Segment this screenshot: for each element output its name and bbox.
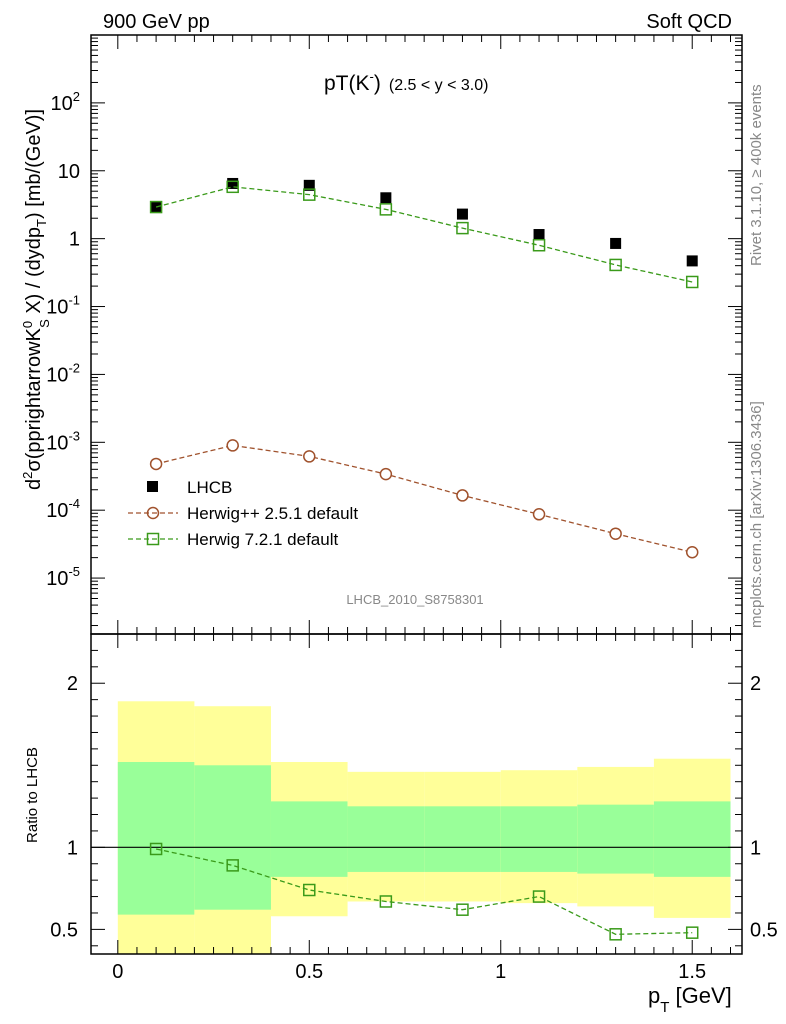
data-point-herwig7	[226, 180, 239, 194]
ratio-band-inner	[347, 806, 425, 872]
main-series-layer	[149, 177, 699, 559]
data-point-herwig7	[532, 238, 546, 252]
ratio-y-tick-label-left: 1	[67, 837, 78, 859]
x-axis-label: pT [GeV]	[648, 983, 732, 1016]
data-point-herwig7	[609, 258, 622, 272]
legend-marker-lhcb	[147, 481, 158, 492]
ratio-band-inner	[577, 804, 654, 874]
ratio-panel: 0.5 0.5 1 1 2 2 0 0.5 1 1.5 Ratio to LHCB pT [Ge…	[24, 633, 778, 1016]
main-y-tick-label: 10-2	[46, 360, 80, 386]
data-point-lhcb	[686, 255, 698, 267]
main-y-tick-label: 10	[58, 161, 80, 183]
main-panel: 10-5 10-4 10-3 10-2 10-1 1 10 102 pT(K-) (2.5 < …	[20, 34, 743, 635]
ratio-y-tick-labels: 0.5 0.5 1 1 2 2	[50, 673, 778, 941]
x-tick-label: 0.5	[295, 961, 323, 983]
ratio-plot-frame	[90, 633, 743, 955]
ratio-point-herwig7	[685, 926, 699, 939]
main-series-line	[155, 444, 693, 553]
ratio-y-tick-label-right: 1	[750, 837, 761, 859]
main-series-line	[155, 186, 693, 283]
data-point-herwigpp	[609, 527, 622, 540]
mcplots-label: mcplots.cern.ch [arXiv:1306.3436]	[748, 401, 765, 628]
main-axis-ticks	[91, 35, 742, 634]
data-point-herwigpp	[303, 450, 316, 463]
data-point-herwig7	[379, 203, 393, 216]
main-y-tick-label: 10-3	[46, 428, 80, 454]
main-y-tick-label: 10-5	[46, 564, 80, 590]
data-point-herwigpp	[379, 467, 393, 481]
x-tick-label: 0	[112, 961, 123, 983]
ratio-point-herwig7	[226, 859, 239, 872]
data-point-lhcb	[456, 208, 468, 220]
ratio-point-herwig7	[532, 890, 546, 903]
x-tick-label: 1.5	[678, 961, 706, 983]
main-y-tick-label: 102	[51, 89, 80, 115]
main-plot-title: pT(K-) (2.5 < y < 3.0)	[324, 69, 488, 95]
legend-label-herwigpp: Herwig++ 2.5.1 default	[187, 504, 358, 523]
main-y-tick-label: 10-4	[46, 496, 80, 522]
data-point-herwig7	[456, 221, 469, 235]
ratio-band-inner	[117, 762, 195, 915]
ratio-series-layer	[149, 842, 699, 941]
data-point-lhcb	[380, 192, 392, 204]
ratio-point-herwig7	[609, 928, 622, 941]
ratio-point-herwig7	[456, 903, 469, 916]
ratio-uncertainty-bands	[91, 701, 742, 954]
ratio-x-tick-labels: 0 0.5 1 1.5	[112, 961, 706, 983]
rivet-version-label: Rivet 3.1.10, ≥ 400k events	[748, 84, 765, 266]
legend: LHCB Herwig++ 2.5.1 default Herwig 7.2.1…	[128, 478, 358, 549]
main-y-tick-label: 1	[69, 229, 80, 251]
data-point-lhcb	[610, 237, 622, 249]
main-y-tick-labels: 10-5 10-4 10-3 10-2 10-1 1 10 102	[46, 89, 80, 590]
ratio-point-herwig7	[303, 883, 316, 897]
data-point-lhcb	[227, 177, 239, 189]
header-left-label: 900 GeV pp	[103, 11, 210, 33]
ratio-y-axis-label: Ratio to LHCB	[24, 747, 41, 843]
data-point-herwigpp	[149, 457, 163, 471]
ratio-y-tick-label-right: 2	[750, 673, 761, 695]
main-y-axis-label: d2σ(pprightarrowK0 S X) / (dydpT) [mb/(Ge…	[20, 109, 52, 490]
ratio-point-herwig7	[379, 895, 393, 908]
legend-marker-herwigpp	[146, 506, 160, 520]
data-point-herwigpp	[685, 546, 699, 559]
data-point-herwig7	[149, 200, 163, 214]
ratio-y-tick-label-right: 0.5	[750, 919, 778, 941]
data-point-herwigpp	[532, 508, 546, 521]
ratio-axis-ticks	[91, 634, 742, 954]
ratio-band-inner	[424, 806, 501, 872]
ratio-band-inner	[653, 801, 731, 877]
legend-marker-herwig7	[146, 532, 160, 546]
ratio-y-tick-label-left: 2	[67, 673, 78, 695]
data-point-herwigpp	[456, 489, 469, 502]
ratio-band-inner	[270, 801, 348, 877]
analysis-watermark: LHCB_2010_S8758301	[346, 592, 483, 607]
legend-label-lhcb: LHCB	[187, 478, 232, 497]
ratio-series-line	[155, 848, 693, 935]
x-tick-label: 1	[495, 961, 506, 983]
data-point-lhcb	[303, 179, 315, 191]
data-point-herwigpp	[226, 439, 239, 452]
ratio-point-herwig7	[149, 842, 163, 856]
data-point-herwig7	[303, 188, 316, 201]
main-y-tick-label: 10-1	[46, 293, 80, 319]
data-point-herwig7	[685, 275, 699, 289]
legend-label-herwig7: Herwig 7.2.1 default	[187, 530, 338, 549]
header-right-label: Soft QCD	[646, 11, 732, 33]
data-point-lhcb	[533, 229, 545, 241]
ratio-band-inner	[500, 806, 578, 872]
ratio-band-inner	[194, 765, 271, 910]
ratio-y-tick-label-left: 0.5	[50, 919, 78, 941]
